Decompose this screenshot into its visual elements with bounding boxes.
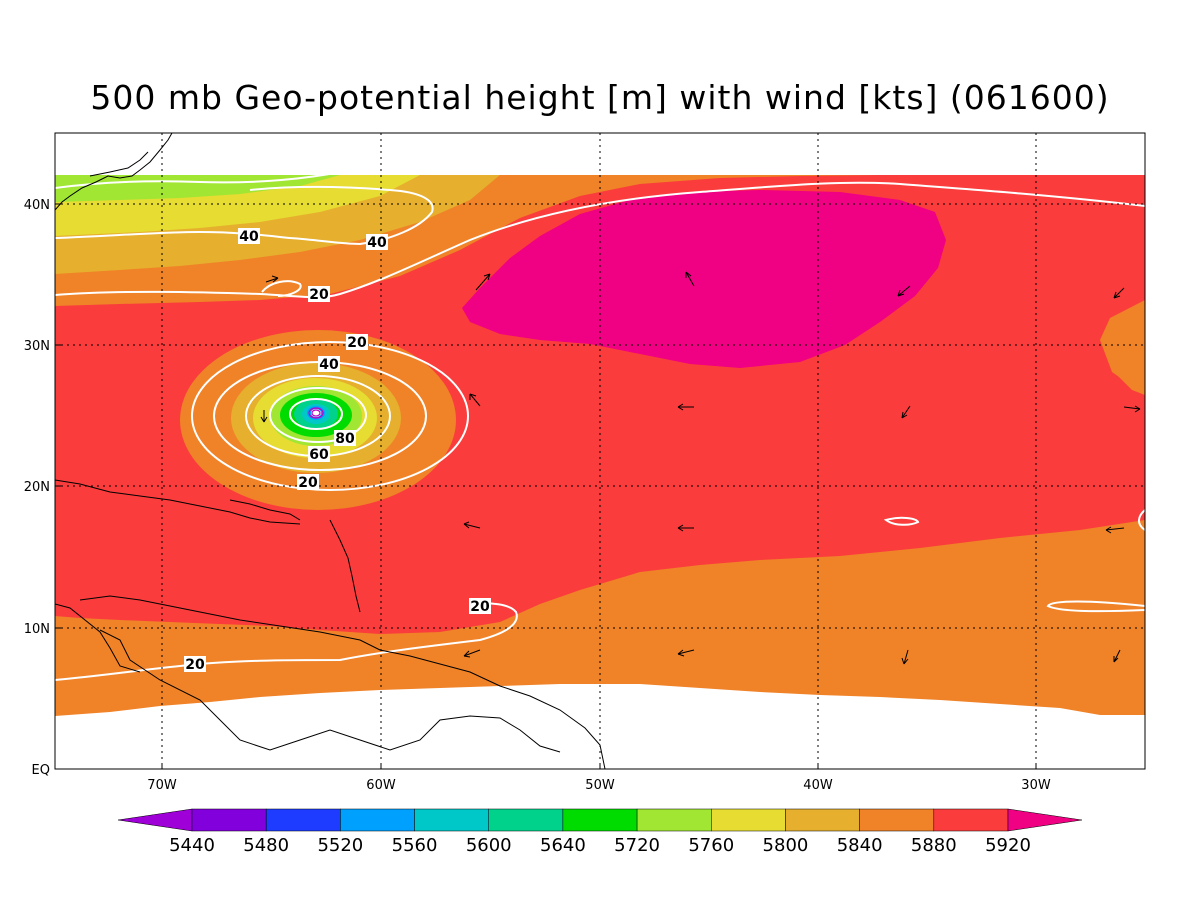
- wind-arrow: [469, 393, 481, 407]
- wind-contour-small: [261, 280, 302, 297]
- contour-label: 80: [335, 431, 355, 447]
- colorbar-level-label: 5600: [466, 835, 512, 856]
- colorbar-level-label: 5640: [540, 835, 586, 856]
- colorbar-box: [488, 808, 564, 832]
- wind-contour-20-nw: [55, 171, 341, 189]
- wind-arrow: [897, 285, 911, 297]
- lat-label-eq: EQ: [32, 763, 50, 778]
- wind-contour-20-east: [1046, 600, 1145, 613]
- colorbar-arrow-low: [117, 808, 193, 832]
- colorbar-level-label: 5440: [169, 835, 215, 856]
- colorbar-box: [340, 808, 415, 832]
- contour-label: 40: [239, 229, 259, 245]
- wind-arrow: [463, 649, 481, 658]
- contour-label: 20: [347, 335, 367, 351]
- colorbar-arrow-high: [1007, 808, 1083, 832]
- wind-arrow: [265, 275, 279, 283]
- coastline-hispaniola: [229, 499, 301, 521]
- coastline-nova-scotia: [89, 151, 149, 177]
- wind-contour-80-ring: [269, 387, 367, 443]
- lat-label-10n: 10N: [24, 622, 50, 637]
- wind-contour-20-east-small: [883, 516, 920, 526]
- colorbar-level-label: 5840: [837, 835, 883, 856]
- lat-label-40n: 40N: [24, 198, 50, 213]
- wind-arrow: [901, 649, 909, 665]
- wind-contour-20-north: [55, 181, 1145, 299]
- contour-label: 20: [298, 475, 318, 491]
- wind-contour-20-ring: [191, 341, 469, 491]
- coastline-central-america: [55, 603, 141, 673]
- wind-arrow: [677, 403, 694, 411]
- colorbar-box: [265, 808, 341, 832]
- shade-east-bulge: [1102, 302, 1145, 395]
- wind-arrow: [1105, 526, 1125, 534]
- wind-arrow: [677, 649, 695, 657]
- colorbar-level-label: 5560: [392, 835, 438, 856]
- lat-label-20n: 20N: [24, 480, 50, 495]
- wind-arrow: [260, 410, 268, 423]
- coastline-venezuela-inland: [99, 629, 561, 753]
- colorbar-box: [414, 808, 489, 832]
- contour-label: 20: [309, 287, 329, 303]
- colorbar-level-label: 5480: [243, 835, 289, 856]
- contour-label: 40: [367, 235, 387, 251]
- wind-contour-100-ring: [289, 398, 343, 430]
- coastline-north-america: [55, 133, 173, 211]
- colorbar-level-label: 5720: [614, 835, 660, 856]
- lon-label-50w: 50W: [585, 778, 615, 793]
- shade-5920-ridge: [462, 190, 946, 368]
- map-title: 500 mb Geo-potential height [m] with win…: [90, 78, 1110, 117]
- wind-arrow: [901, 405, 911, 419]
- colorbar-level-label: 5880: [911, 835, 957, 856]
- colorbar: 5440 5480 5520 5560 5600 5640 5720 5760 5800 5840…: [117, 808, 1083, 856]
- wind-contour-40-north: [55, 186, 434, 246]
- colorbar-level-label: 5520: [317, 835, 363, 856]
- contour-label: 20: [185, 657, 205, 673]
- colorbar-level-label: 5800: [763, 835, 809, 856]
- contour-label: 40: [319, 357, 339, 373]
- lon-label-60w: 60W: [366, 778, 396, 793]
- contour-label: 60: [309, 447, 329, 463]
- colorbar-box: [933, 808, 1009, 832]
- lon-label-30w: 30W: [1021, 778, 1051, 793]
- wind-arrow: [1113, 649, 1121, 663]
- cyclone-core: [311, 409, 321, 417]
- colorbar-box: [562, 808, 638, 832]
- lon-label-40w: 40W: [803, 778, 833, 793]
- wind-arrow: [463, 521, 481, 529]
- colorbar-level-label: 5920: [985, 835, 1031, 856]
- wind-arrow: [475, 273, 491, 291]
- coastline-cuba: [55, 479, 301, 525]
- lon-label-70w: 70W: [147, 778, 177, 793]
- colorbar-level-label: 5760: [688, 835, 734, 856]
- colorbar-box: [785, 808, 860, 832]
- colorbar-box: [711, 808, 786, 832]
- contour-label: 20: [470, 599, 490, 615]
- wind-contour-east-edge: [1138, 509, 1145, 531]
- colorbar-box: [191, 808, 267, 832]
- coastline-south-america: [79, 595, 606, 769]
- coastline-antilles: [329, 519, 361, 613]
- lat-label-30n: 30N: [24, 339, 50, 354]
- wind-arrow: [677, 524, 694, 532]
- wind-arrow: [1113, 287, 1125, 299]
- wind-arrow: [1123, 405, 1141, 413]
- colorbar-box: [636, 808, 712, 832]
- colorbar-box: [859, 808, 935, 832]
- cyclone-core-inner: [308, 407, 324, 419]
- wind-contour-20-south: [55, 602, 518, 681]
- wind-arrow: [685, 271, 695, 287]
